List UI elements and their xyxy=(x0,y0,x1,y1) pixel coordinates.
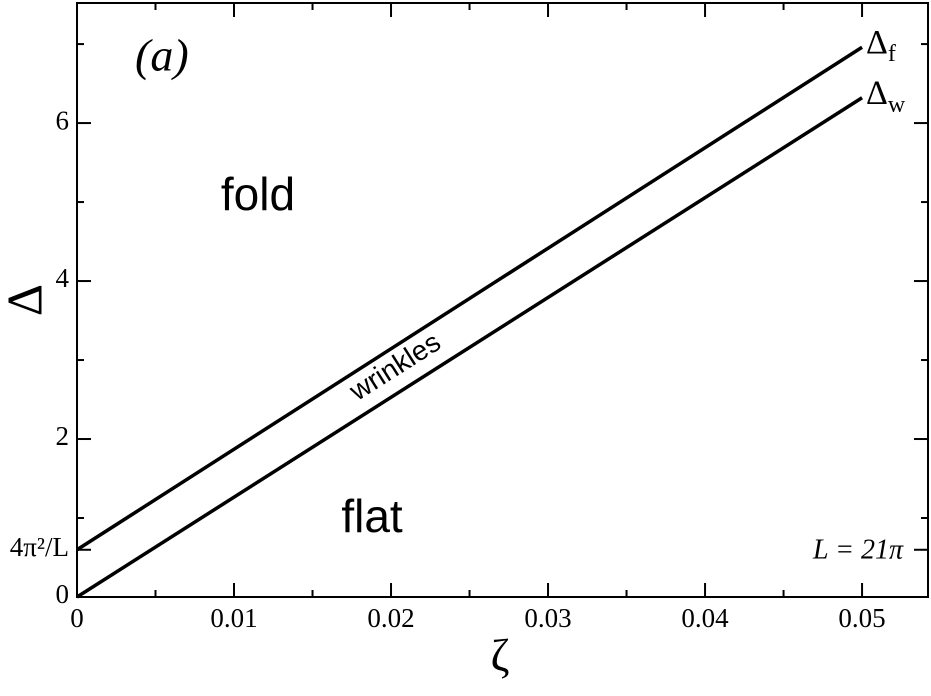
x-tick-label: 0.01 xyxy=(210,603,257,633)
line xyxy=(76,96,863,599)
y-tick-label: 4π²/L xyxy=(10,532,69,562)
y-axis-label: Δ xyxy=(0,284,52,316)
y-tick-label: 0 xyxy=(56,579,70,609)
x-tick-label: 0.05 xyxy=(838,603,885,633)
plot-frame xyxy=(76,2,929,598)
y-tick-label: 4 xyxy=(56,263,70,293)
y-tick-label: 2 xyxy=(56,421,70,451)
region-label: fold xyxy=(221,168,295,220)
legend-label: Δf xyxy=(866,24,896,67)
x-tick-label: 0.03 xyxy=(524,603,571,633)
legend-label: Δw xyxy=(866,75,906,118)
parameter-label: L = 21π xyxy=(812,534,904,565)
x-tick-label: 0.04 xyxy=(681,603,729,633)
y-tick-label: 6 xyxy=(56,105,70,135)
region-label: flat xyxy=(341,490,403,542)
x-tick-label: 0 xyxy=(70,603,84,633)
panel-label: (a) xyxy=(135,30,189,81)
x-tick-label: 0.02 xyxy=(367,603,414,633)
x-axis-label: ζ xyxy=(490,630,509,681)
line xyxy=(76,45,863,552)
